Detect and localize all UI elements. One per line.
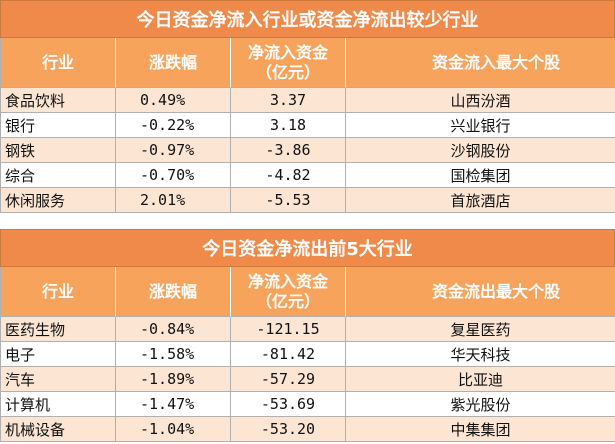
change-cell: -0.97% xyxy=(116,138,231,163)
table-header-row: 行业 涨跌幅 净流入资金 （亿元） 资金流入最大个股 xyxy=(0,38,615,88)
table-row: 计算机 -1.47% -53.69 紫光股份 xyxy=(0,392,615,417)
netflow-cell: -5.53 xyxy=(231,188,346,213)
stock-cell: 沙钢股份 xyxy=(346,138,615,163)
stock-cell: 华天科技 xyxy=(346,342,615,367)
table-title: 今日资金净流入行业或资金净流出较少行业 xyxy=(0,0,615,38)
table-row: 休闲服务 2.01% -5.53 首旅酒店 xyxy=(0,188,615,213)
industry-cell: 综合 xyxy=(1,163,116,188)
header-industry: 行业 xyxy=(1,267,116,317)
netflow-cell: 3.18 xyxy=(231,113,346,138)
change-cell: -1.47% xyxy=(116,392,231,417)
table-row: 食品饮料 0.49% 3.37 山西汾酒 xyxy=(0,88,615,113)
industry-cell: 钢铁 xyxy=(1,138,116,163)
change-cell: -0.70% xyxy=(116,163,231,188)
table-row: 综合 -0.70% -4.82 国检集团 xyxy=(0,163,615,188)
table-row: 钢铁 -0.97% -3.86 沙钢股份 xyxy=(0,138,615,163)
stock-cell: 中集集团 xyxy=(346,417,615,442)
stock-cell: 紫光股份 xyxy=(346,392,615,417)
header-change: 涨跌幅 xyxy=(116,267,231,317)
outflow-table: 今日资金净流出前5大行业 行业 涨跌幅 净流入资金 （亿元） 资金流出最大个股 … xyxy=(0,229,615,442)
header-top-stock: 资金流出最大个股 xyxy=(346,267,615,317)
stock-cell: 兴业银行 xyxy=(346,113,615,138)
header-netflow: 净流入资金 （亿元） xyxy=(231,267,346,317)
inflow-table: 今日资金净流入行业或资金净流出较少行业 行业 涨跌幅 净流入资金 （亿元） 资金… xyxy=(0,0,615,213)
change-cell: -0.22% xyxy=(116,113,231,138)
industry-cell: 计算机 xyxy=(1,392,116,417)
stock-cell: 山西汾酒 xyxy=(346,88,615,113)
header-netflow: 净流入资金 （亿元） xyxy=(231,38,346,88)
industry-cell: 电子 xyxy=(1,342,116,367)
netflow-cell: -53.69 xyxy=(231,392,346,417)
change-cell: 2.01% xyxy=(116,188,231,213)
stock-cell: 比亚迪 xyxy=(346,367,615,392)
table-row: 医药生物 -0.84% -121.15 复星医药 xyxy=(0,317,615,342)
industry-cell: 银行 xyxy=(1,113,116,138)
netflow-cell: -4.82 xyxy=(231,163,346,188)
header-industry: 行业 xyxy=(1,38,116,88)
stock-cell: 复星医药 xyxy=(346,317,615,342)
netflow-cell: -121.15 xyxy=(231,317,346,342)
change-cell: -1.58% xyxy=(116,342,231,367)
table-header-row: 行业 涨跌幅 净流入资金 （亿元） 资金流出最大个股 xyxy=(0,267,615,317)
table-title: 今日资金净流出前5大行业 xyxy=(0,229,615,267)
header-top-stock: 资金流入最大个股 xyxy=(346,38,615,88)
change-cell: -0.84% xyxy=(116,317,231,342)
table-row: 电子 -1.58% -81.42 华天科技 xyxy=(0,342,615,367)
netflow-cell: -81.42 xyxy=(231,342,346,367)
stock-cell: 国检集团 xyxy=(346,163,615,188)
stock-cell: 首旅酒店 xyxy=(346,188,615,213)
header-change: 涨跌幅 xyxy=(116,38,231,88)
industry-cell: 汽车 xyxy=(1,367,116,392)
change-cell: 0.49% xyxy=(116,88,231,113)
netflow-cell: -3.86 xyxy=(231,138,346,163)
change-cell: -1.04% xyxy=(116,417,231,442)
industry-cell: 食品饮料 xyxy=(1,88,116,113)
table-row: 机械设备 -1.04% -53.20 中集集团 xyxy=(0,417,615,442)
table-row: 银行 -0.22% 3.18 兴业银行 xyxy=(0,113,615,138)
netflow-cell: -53.20 xyxy=(231,417,346,442)
industry-cell: 医药生物 xyxy=(1,317,116,342)
netflow-cell: 3.37 xyxy=(231,88,346,113)
industry-cell: 休闲服务 xyxy=(1,188,116,213)
industry-cell: 机械设备 xyxy=(1,417,116,442)
table-row: 汽车 -1.89% -57.29 比亚迪 xyxy=(0,367,615,392)
change-cell: -1.89% xyxy=(116,367,231,392)
netflow-cell: -57.29 xyxy=(231,367,346,392)
